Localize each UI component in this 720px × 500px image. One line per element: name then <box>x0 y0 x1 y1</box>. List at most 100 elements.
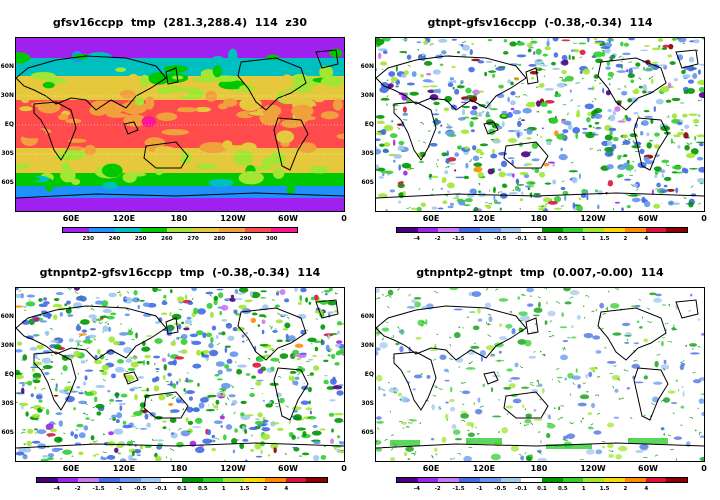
lat-label: 30N <box>360 92 374 99</box>
colorbar <box>396 227 688 233</box>
colorbar <box>62 227 298 233</box>
colorbar-swatch <box>583 478 605 482</box>
map-field <box>376 38 704 211</box>
colorbar-label: 0.5 <box>197 486 208 492</box>
colorbar-swatch <box>417 478 439 482</box>
colorbar-swatch <box>141 228 167 232</box>
colorbar-label: 1.5 <box>239 486 250 492</box>
colorbar-swatch <box>666 478 688 482</box>
colorbar-swatch <box>417 228 439 232</box>
colorbar-label: -0.5 <box>494 486 507 492</box>
lon-label: 60E <box>422 214 440 223</box>
lon-label: 120E <box>472 214 496 223</box>
colorbar-swatch <box>542 478 563 482</box>
colorbar-label: 300 <box>266 236 278 242</box>
colorbar-label: 0.1 <box>537 236 547 242</box>
colorbar-label: 1 <box>221 486 226 492</box>
lat-label: 30N <box>0 342 14 349</box>
lat-label: 60N <box>360 63 374 70</box>
colorbar-label: -1 <box>476 486 483 492</box>
colorbar-label: -0.5 <box>494 236 507 242</box>
lat-label: 60N <box>0 63 14 70</box>
lon-label: 0 <box>701 214 707 223</box>
lon-label: 120W <box>220 464 246 473</box>
colorbar-swatch <box>521 228 543 232</box>
lon-label: 180 <box>530 214 548 223</box>
colorbar <box>396 477 688 483</box>
colorbar-swatch <box>459 478 480 482</box>
colorbar-label: 280 <box>213 236 226 242</box>
colorbar-label: 4 <box>644 236 649 242</box>
map-plot <box>375 37 705 212</box>
colorbar-swatch <box>562 478 584 482</box>
colorbar-label: 250 <box>134 236 147 242</box>
colorbar-swatch <box>521 478 543 482</box>
colorbar-label: -2 <box>434 236 441 242</box>
colorbar-swatch <box>397 228 418 232</box>
colorbar-swatch <box>500 478 522 482</box>
lon-label: 120E <box>112 214 136 223</box>
colorbar-swatch <box>583 228 605 232</box>
lat-label: 60S <box>361 429 374 436</box>
colorbar-swatch <box>219 228 245 232</box>
colorbar-swatch <box>264 478 286 482</box>
colorbar-label: 2 <box>623 486 628 492</box>
map-field <box>16 38 344 211</box>
colorbar-label: 2 <box>263 486 268 492</box>
colorbar-label: 290 <box>239 236 252 242</box>
lon-label: 0 <box>341 464 347 473</box>
colorbar-swatch <box>604 478 625 482</box>
colorbar-swatch <box>57 478 79 482</box>
lon-label: 120W <box>580 214 606 223</box>
colorbar-label: -1 <box>116 486 123 492</box>
colorbar-swatch <box>542 228 563 232</box>
colorbar-swatch <box>479 228 501 232</box>
panel-title: gtnpt-gfsv16ccpp (-0.38,-0.34) 114 <box>427 16 653 29</box>
colorbar-swatch <box>115 228 141 232</box>
lat-label: 30S <box>361 400 374 407</box>
colorbar-label: 0.1 <box>537 486 547 492</box>
colorbar-label: -0.5 <box>134 486 147 492</box>
colorbar-label: 0.1 <box>177 486 187 492</box>
colorbar-label: -4 <box>413 486 420 492</box>
colorbar-label: 240 <box>108 236 121 242</box>
map-field <box>376 288 704 461</box>
lon-label: 60W <box>278 464 298 473</box>
colorbar-label: -1.5 <box>452 236 465 242</box>
colorbar-swatch <box>63 228 89 232</box>
lon-label: 120E <box>472 464 496 473</box>
lat-label: 60S <box>1 429 14 436</box>
colorbar-label: -0.1 <box>515 236 528 242</box>
colorbar-swatch <box>624 478 646 482</box>
colorbar-label: 0.5 <box>557 486 568 492</box>
lat-label: 60N <box>360 313 374 320</box>
colorbar-swatch <box>645 478 667 482</box>
colorbar-swatch <box>459 228 480 232</box>
lat-label: 30N <box>0 92 14 99</box>
lon-label: 60W <box>278 214 298 223</box>
colorbar-label: -2 <box>74 486 81 492</box>
colorbar-label: -0.1 <box>515 486 528 492</box>
lon-label: 120W <box>220 214 246 223</box>
colorbar-swatch <box>182 478 203 482</box>
colorbar-swatch <box>645 228 667 232</box>
colorbar-label: 4 <box>644 486 649 492</box>
lat-label: EQ <box>364 371 374 378</box>
panel-title: gtnpntp2-gfsv16ccpp tmp (-0.38,-0.34) 11… <box>39 266 321 279</box>
colorbar-label: 4 <box>284 486 289 492</box>
lat-label: 30S <box>1 150 14 157</box>
lat-label: 60S <box>1 179 14 186</box>
colorbar-swatch <box>193 228 219 232</box>
lat-label: 30S <box>361 150 374 157</box>
colorbar-swatch <box>397 478 418 482</box>
colorbar-label: -1.5 <box>452 486 465 492</box>
lon-label: 60W <box>638 214 658 223</box>
lon-label: 120W <box>580 464 606 473</box>
lat-label: EQ <box>4 371 14 378</box>
colorbar <box>36 477 328 483</box>
colorbar-label: 1.5 <box>599 486 610 492</box>
colorbar-swatch <box>140 478 162 482</box>
lon-label: 60W <box>638 464 658 473</box>
colorbar-swatch <box>245 228 271 232</box>
colorbar-label: -4 <box>53 486 60 492</box>
